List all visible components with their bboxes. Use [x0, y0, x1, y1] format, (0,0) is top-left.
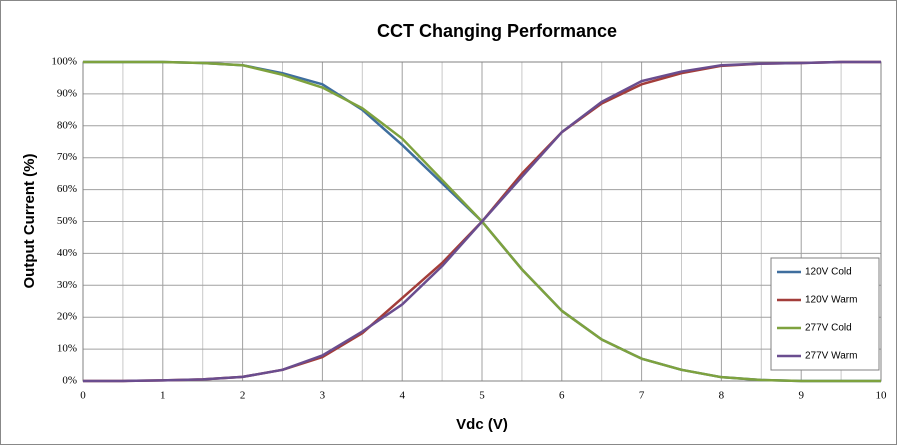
legend-label: 277V Cold [805, 323, 852, 334]
legend-box [770, 257, 880, 371]
y-tick-label: 40% [57, 247, 77, 259]
x-tick-label: 7 [639, 390, 645, 402]
y-tick-label: 100% [51, 56, 77, 68]
series-line [83, 60, 881, 383]
y-tick-label: 90% [57, 87, 77, 99]
y-tick-label: 70% [57, 151, 77, 163]
x-tick-label: 0 [80, 390, 86, 402]
x-tick-label: 3 [320, 390, 326, 402]
x-tick-label: 5 [479, 390, 485, 402]
legend-label: 277V Warm [805, 351, 857, 362]
x-axis-label: Vdc (V) [456, 416, 508, 433]
y-tick-label: 80% [57, 119, 77, 131]
plot-border [82, 61, 882, 382]
y-tick-label: 20% [57, 311, 77, 323]
y-tick-label: 10% [57, 343, 77, 355]
chart-title: CCT Changing Performance [377, 21, 617, 41]
legend-label: 120V Warm [805, 295, 857, 306]
x-tick-label: 1 [160, 390, 166, 402]
x-tick-label: 9 [798, 390, 804, 402]
x-tick-label: 6 [559, 390, 565, 402]
y-axis-label: Output Current (%) [21, 154, 38, 289]
x-tick-label: 8 [719, 390, 725, 402]
x-tick-label: 2 [240, 390, 246, 402]
y-tick-label: 50% [57, 215, 77, 227]
y-tick-label: 30% [57, 279, 77, 291]
y-tick-label: 0% [62, 375, 77, 387]
y-tick-label: 60% [57, 183, 77, 195]
x-tick-label: 10 [876, 390, 888, 402]
x-tick-label: 4 [399, 390, 405, 402]
legend-label: 120V Cold [805, 267, 852, 278]
